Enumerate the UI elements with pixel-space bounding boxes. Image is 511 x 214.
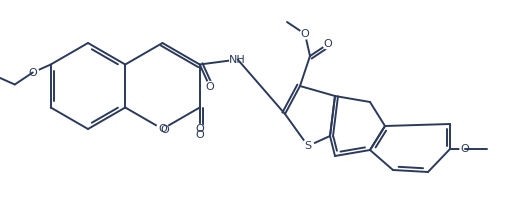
Text: O: O (195, 125, 204, 135)
Text: O: O (195, 129, 204, 140)
Text: O: O (160, 125, 169, 135)
Circle shape (302, 140, 314, 152)
Text: O: O (158, 124, 167, 134)
Text: O: O (205, 82, 214, 92)
Circle shape (323, 39, 333, 49)
Circle shape (460, 144, 470, 154)
Circle shape (156, 123, 169, 135)
Text: S: S (305, 141, 312, 151)
Text: O: O (323, 39, 332, 49)
Text: O: O (300, 29, 309, 39)
Text: O: O (29, 67, 37, 77)
Circle shape (27, 67, 39, 79)
Circle shape (300, 29, 310, 39)
Circle shape (230, 52, 246, 67)
Circle shape (195, 125, 205, 135)
Text: NH: NH (229, 55, 246, 64)
Circle shape (205, 82, 215, 92)
Text: O: O (460, 144, 470, 154)
